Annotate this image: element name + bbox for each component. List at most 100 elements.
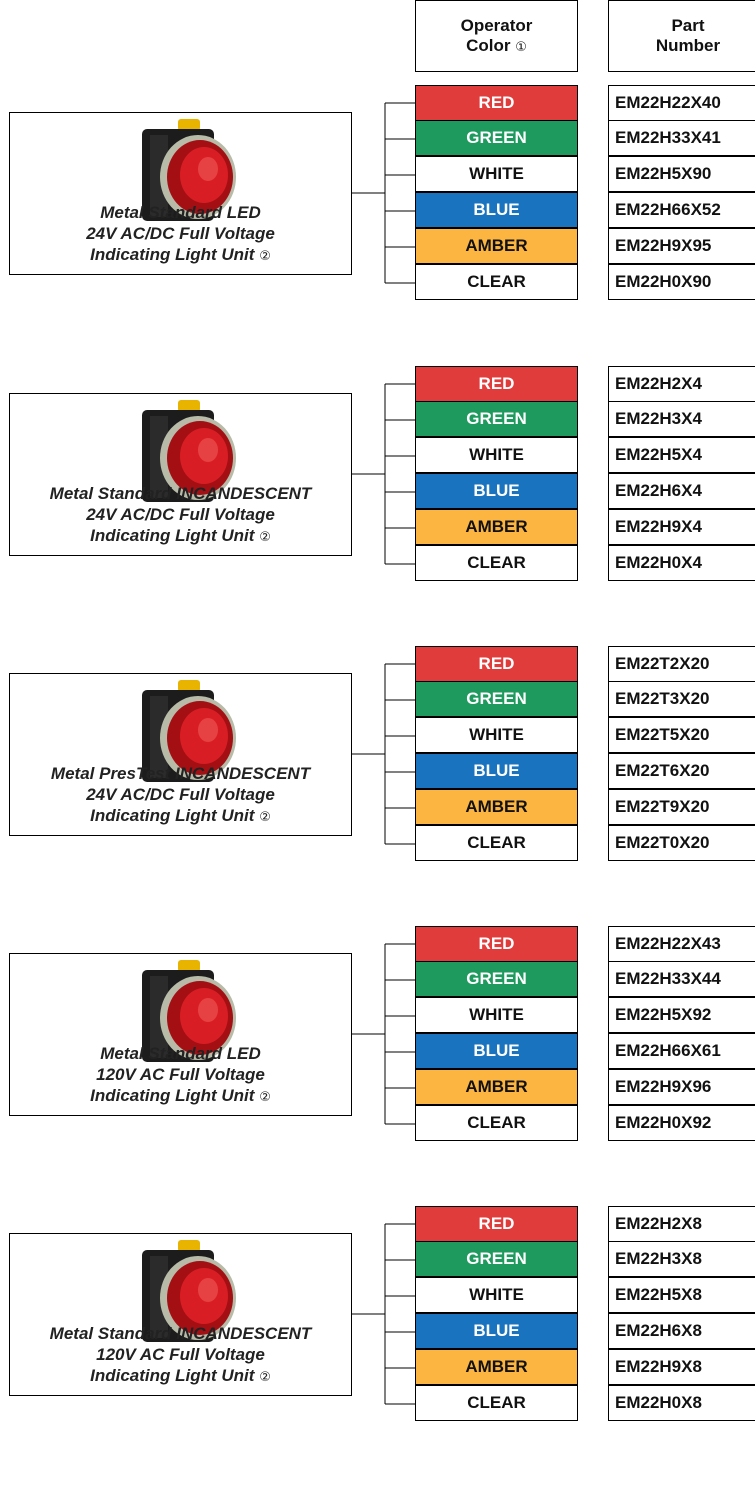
part-number-cell: EM22H33X44 <box>608 961 755 997</box>
part-number-cell: EM22H6X8 <box>608 1313 755 1349</box>
operator-color-header: Operator Color ① <box>415 0 578 72</box>
part-number-cell: EM22H9X96 <box>608 1069 755 1105</box>
label-text: Metal PresTest INCANDESCENT <box>50 764 311 783</box>
label-line: Metal Standard INCANDESCENT <box>10 483 351 504</box>
part-number-cell: EM22H0X92 <box>608 1105 755 1141</box>
color-cell: BLUE <box>415 473 578 509</box>
color-cell: BLUE <box>415 1033 578 1069</box>
color-cell: WHITE <box>415 717 578 753</box>
label-text: 24V AC/DC Full Voltage <box>86 785 275 804</box>
label-line: 24V AC/DC Full Voltage <box>10 223 351 244</box>
label-line: Indicating Light Unit ② <box>10 1085 351 1107</box>
color-cell: BLUE <box>415 192 578 228</box>
footnote-mark: ② <box>259 809 271 824</box>
part-number-cell: EM22H5X92 <box>608 997 755 1033</box>
part-number-cell: EM22T2X20 <box>608 646 755 682</box>
part-number-cell: EM22H33X41 <box>608 120 755 156</box>
light-icon <box>142 960 236 1062</box>
light-icon <box>142 400 236 502</box>
part-number-cell: EM22T9X20 <box>608 789 755 825</box>
color-cell: AMBER <box>415 1349 578 1385</box>
part-number-cell: EM22H0X90 <box>608 264 755 300</box>
light-icon <box>142 680 236 782</box>
color-cell: CLEAR <box>415 545 578 581</box>
part-number-cell: EM22H9X8 <box>608 1349 755 1385</box>
part-number-cell: EM22H22X43 <box>608 926 755 962</box>
color-cell: CLEAR <box>415 1385 578 1421</box>
color-cell: RED <box>415 1206 578 1242</box>
label-line: Metal PresTest INCANDESCENT <box>10 763 351 784</box>
color-cell: CLEAR <box>415 825 578 861</box>
footnote-mark: ② <box>259 529 271 544</box>
part-number-cell: EM22H0X8 <box>608 1385 755 1421</box>
part-number-cell: EM22H2X4 <box>608 366 755 402</box>
part-number-cell: EM22H3X8 <box>608 1241 755 1277</box>
color-cell: WHITE <box>415 156 578 192</box>
label-text: Indicating Light Unit <box>90 526 255 545</box>
label-line: 120V AC Full Voltage <box>10 1064 351 1085</box>
part-number-cell: EM22H0X4 <box>608 545 755 581</box>
part-number-cell: EM22H6X4 <box>608 473 755 509</box>
label-text: Metal Standard INCANDESCENT <box>49 1324 312 1343</box>
label-text: Indicating Light Unit <box>90 1086 255 1105</box>
label-text: 120V AC Full Voltage <box>96 1345 265 1364</box>
label-text: Metal Standard LED <box>100 203 261 222</box>
label-line: Indicating Light Unit ② <box>10 525 351 547</box>
product-label: Metal Standard INCANDESCENT 24V AC/DC Ful… <box>10 483 351 547</box>
label-text: Metal Standard INCANDESCENT <box>49 484 312 503</box>
color-cell: AMBER <box>415 509 578 545</box>
color-cell: GREEN <box>415 961 578 997</box>
color-cell: RED <box>415 85 578 121</box>
footnote-mark: ① <box>515 38 527 54</box>
part-number-cell: EM22H66X52 <box>608 192 755 228</box>
part-number-cell: EM22H66X61 <box>608 1033 755 1069</box>
color-cell: AMBER <box>415 228 578 264</box>
part-number-cell: EM22H5X8 <box>608 1277 755 1313</box>
header-text: Number <box>655 36 721 55</box>
header-text: Operator <box>460 15 533 35</box>
product-box: Metal PresTest INCANDESCENT 24V AC/DC Ful… <box>9 673 352 836</box>
header-text: Part <box>671 16 705 35</box>
part-number-cell: EM22T5X20 <box>608 717 755 753</box>
footnote-mark: ② <box>259 1369 271 1384</box>
product-box: Metal Standard LED 24V AC/DC Full Voltage… <box>9 112 352 275</box>
color-cell: BLUE <box>415 753 578 789</box>
color-cell: GREEN <box>415 1241 578 1277</box>
product-label: Metal PresTest INCANDESCENT 24V AC/DC Ful… <box>10 763 351 827</box>
product-box: Metal Standard INCANDESCENT 120V AC Full … <box>9 1233 352 1396</box>
label-text: Metal Standard LED <box>100 1044 261 1063</box>
label-line: 24V AC/DC Full Voltage <box>10 784 351 805</box>
part-number-cell: EM22H5X4 <box>608 437 755 473</box>
header-text: Color ① <box>466 36 527 57</box>
color-cell: GREEN <box>415 681 578 717</box>
color-cell: BLUE <box>415 1313 578 1349</box>
part-number-cell: EM22H9X95 <box>608 228 755 264</box>
part-number-cell: EM22H5X90 <box>608 156 755 192</box>
color-cell: RED <box>415 926 578 962</box>
light-icon <box>142 119 236 221</box>
product-box: Metal Standard LED 120V AC Full Voltage In… <box>9 953 352 1116</box>
label-line: Indicating Light Unit ② <box>10 244 351 266</box>
part-number-header: Part Number <box>608 0 755 72</box>
header-text: Color <box>466 35 511 55</box>
label-line: Indicating Light Unit ② <box>10 1365 351 1387</box>
color-cell: GREEN <box>415 120 578 156</box>
product-label: Metal Standard INCANDESCENT 120V AC Full … <box>10 1323 351 1387</box>
label-text: Indicating Light Unit <box>90 806 255 825</box>
color-cell: GREEN <box>415 401 578 437</box>
part-number-cell: EM22H9X4 <box>608 509 755 545</box>
color-cell: WHITE <box>415 437 578 473</box>
label-text: 24V AC/DC Full Voltage <box>86 224 275 243</box>
part-number-cell: EM22T0X20 <box>608 825 755 861</box>
product-label: Metal Standard LED 24V AC/DC Full Voltage… <box>10 202 351 266</box>
color-cell: WHITE <box>415 997 578 1033</box>
label-line: Indicating Light Unit ② <box>10 805 351 827</box>
part-number-cell: EM22H22X40 <box>608 85 755 121</box>
color-cell: CLEAR <box>415 264 578 300</box>
label-text: Indicating Light Unit <box>90 1366 255 1385</box>
label-line: 120V AC Full Voltage <box>10 1344 351 1365</box>
color-cell: CLEAR <box>415 1105 578 1141</box>
label-text: 120V AC Full Voltage <box>96 1065 265 1084</box>
